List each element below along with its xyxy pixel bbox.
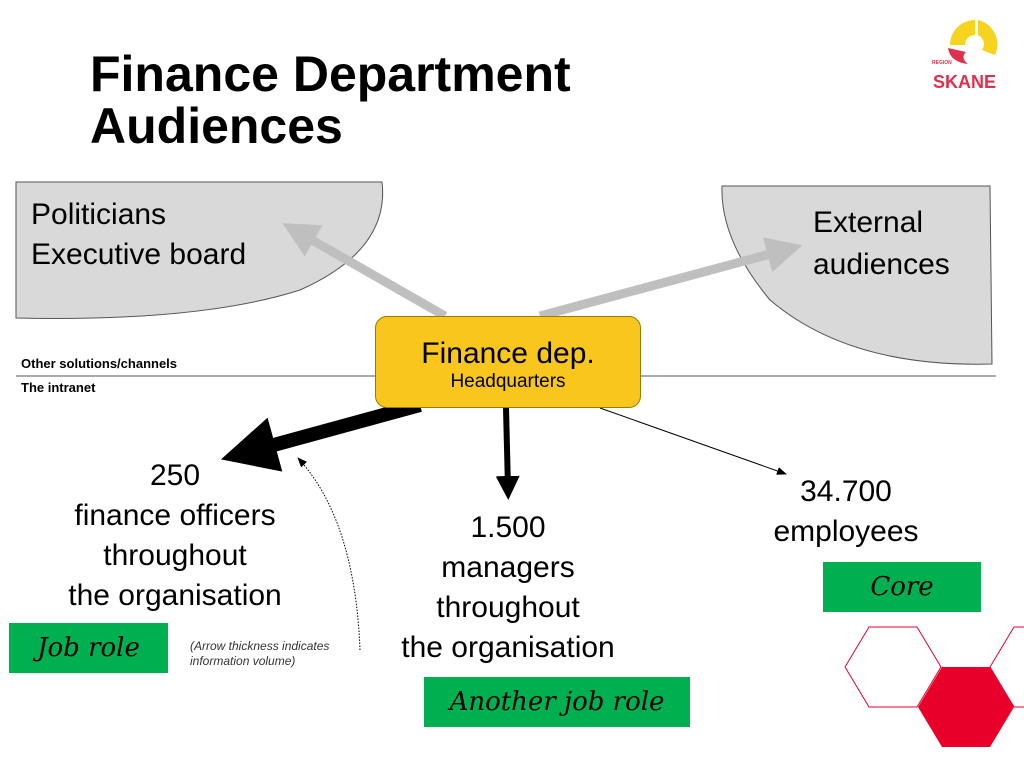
group-line: 1.500 [470, 511, 546, 544]
channel-other: Other solutions/channels [21, 356, 178, 371]
group-line: throughout [436, 591, 580, 624]
note-line: (Arrow thickness indicates [190, 639, 330, 653]
arrow-employees [599, 407, 787, 475]
group-line: the organisation [401, 631, 615, 664]
arrow-note: (Arrow thickness indicates information v… [190, 639, 329, 669]
title-line-2: Audiences [90, 98, 343, 154]
svg-text:SKANE: SKANE [933, 72, 996, 92]
arrow-finance-officers [220, 398, 422, 472]
group-line: 34.700 [800, 475, 892, 508]
politicians-label: Politicians Executive board [31, 195, 246, 275]
region-skane-logo: REGION SKANE [932, 20, 998, 92]
hexagon-decoration [844, 626, 1024, 747]
arrow-external [538, 237, 803, 321]
tag-job-role: Job role [9, 623, 168, 673]
external-label: External audiences [813, 202, 950, 286]
group-line: finance officers [74, 499, 276, 532]
group-line: employees [773, 515, 919, 548]
external-shape [721, 185, 993, 365]
page-title: Finance Department Audiences [90, 48, 571, 152]
tag-another-job-role: Another job role [424, 677, 690, 727]
svg-text:REGION: REGION [932, 60, 952, 66]
group-line: 250 [149, 459, 201, 492]
channel-intranet: The intranet [21, 380, 96, 395]
group-line: managers [441, 551, 575, 584]
tag-core: Core [823, 562, 981, 612]
executive-board-line: Executive board [31, 238, 247, 271]
group-line: throughout [103, 539, 247, 572]
finance-dep-box: Finance dep. Headquarters [375, 316, 641, 408]
finance-dep-title: Finance dep. [421, 337, 595, 370]
arrow-managers [495, 407, 520, 500]
external-line: External [813, 206, 924, 239]
politicians-shape [15, 181, 384, 319]
note-line: information volume) [190, 654, 296, 668]
title-line-1: Finance Department [90, 46, 571, 102]
finance-officers-group: 250 finance officers throughout the orga… [30, 456, 320, 616]
arrow-politicians [282, 223, 448, 320]
managers-group: 1.500 managers throughout the organisati… [368, 508, 648, 668]
note-pointer-arrow [297, 457, 361, 651]
group-line: the organisation [68, 579, 282, 612]
politicians-line: Politicians [31, 198, 167, 231]
audiences-line: audiences [813, 248, 950, 281]
finance-dep-subtitle: Headquarters [450, 371, 566, 392]
employees-group: 34.700 employees [746, 472, 946, 552]
